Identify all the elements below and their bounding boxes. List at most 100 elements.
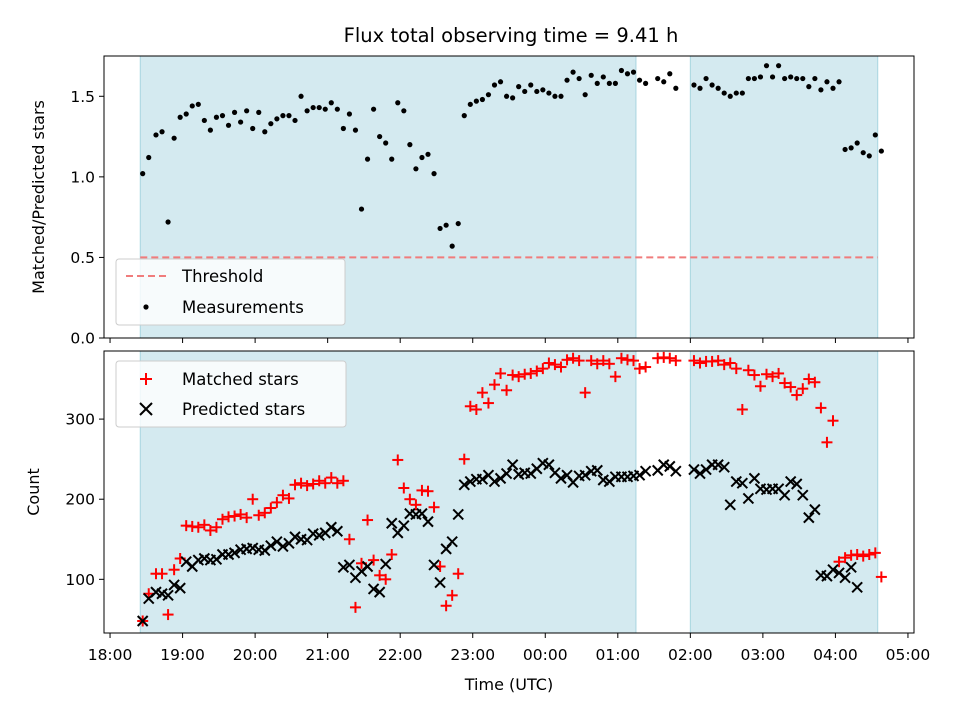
top-x-ticks	[109, 338, 909, 343]
matched-star-point	[742, 364, 754, 376]
measurement-point	[582, 92, 588, 98]
matched-star-point	[591, 358, 603, 370]
predicted-star-point	[265, 539, 277, 552]
predicted-star-point	[488, 475, 501, 488]
predicted-star-point	[742, 492, 755, 505]
figure-title: Flux total observing time = 9.41 h	[344, 24, 679, 47]
measurement-point	[244, 108, 250, 114]
measurement-point	[522, 88, 528, 95]
bottom-y-ticks: 100 200 300	[65, 411, 104, 589]
matched-star-point	[779, 377, 791, 389]
measurement-point	[491, 82, 498, 88]
measurement-point	[473, 98, 479, 104]
predicted-star-point	[712, 459, 724, 471]
measurement-point	[806, 84, 812, 90]
matched-star-point	[362, 514, 374, 526]
bottom-shaded-intervals	[139, 350, 879, 634]
matched-star-point	[277, 489, 289, 501]
x-tick-label: 19:00	[160, 646, 205, 664]
x-tick-label: 04:00	[813, 646, 858, 664]
matched-star-point	[688, 355, 700, 367]
matched-star-point	[773, 367, 785, 379]
measurement-point	[782, 75, 788, 82]
measurement-point	[183, 111, 189, 117]
measurement-point	[818, 87, 824, 93]
matched-star-point	[398, 482, 410, 494]
measurement-point	[195, 101, 201, 107]
predicted-star-point	[724, 499, 736, 511]
predicted-star-point	[476, 473, 489, 485]
predicted-star-point	[633, 469, 646, 481]
predicted-star-point	[718, 461, 730, 473]
predicted-star-point	[313, 529, 325, 541]
measurement-point	[364, 156, 371, 162]
measurement-point	[866, 153, 872, 159]
predicted-star-point	[464, 475, 477, 488]
predicted-star-point	[579, 469, 591, 481]
matched-star-point	[501, 384, 513, 396]
predicted-star-point	[500, 467, 513, 480]
matched-star-point	[241, 512, 253, 524]
measurement-point	[733, 90, 739, 96]
measurement-point	[165, 219, 171, 225]
x-tick-label: 22:00	[378, 646, 423, 664]
legend-predicted-label: Predicted stars	[182, 400, 305, 419]
x-tick-label: 00:00	[523, 646, 568, 664]
x-tick-label: 23:00	[450, 646, 495, 664]
matched-star-point	[875, 571, 887, 583]
predicted-star-point	[797, 489, 809, 501]
matched-star-point	[507, 369, 519, 381]
measurement-point	[298, 93, 304, 99]
measurement-point	[739, 90, 745, 96]
matched-star-point	[815, 402, 827, 414]
measurement-point	[546, 90, 552, 96]
y-tick-label: 0.5	[70, 249, 95, 267]
y-tick-label: 1.5	[70, 88, 95, 106]
predicted-star-point	[331, 525, 344, 537]
matched-star-point	[767, 371, 779, 383]
matched-star-point	[210, 521, 222, 533]
measurement-point	[467, 101, 473, 107]
shaded-interval-2	[689, 350, 879, 634]
predicted-star-point	[289, 531, 301, 543]
measurement-point	[159, 129, 165, 135]
matched-star-point	[863, 548, 875, 560]
measurement-point	[751, 75, 758, 82]
measurement-point	[763, 63, 770, 69]
matched-star-point	[464, 400, 476, 412]
bottom-legend-box	[115, 360, 347, 428]
measurement-point	[636, 77, 643, 83]
measurement-point	[854, 140, 860, 146]
measurement-point	[497, 79, 504, 85]
x-tick-label: 20:00	[233, 646, 278, 664]
matched-star-point	[168, 564, 180, 576]
y-tick-label: 300	[65, 411, 95, 429]
matched-star-point	[694, 357, 706, 369]
matched-star-point	[198, 519, 210, 531]
matched-star-point	[331, 477, 343, 489]
measurement-point	[383, 140, 389, 146]
matched-star-point	[440, 600, 452, 612]
matched-star-point	[761, 368, 773, 380]
measurement-point	[552, 93, 558, 99]
measurement-point	[262, 129, 268, 135]
matched-star-point	[543, 357, 555, 369]
measurement-point	[516, 84, 522, 90]
predicted-star-point	[591, 464, 603, 477]
x-tick-label: 02:00	[668, 646, 713, 664]
matched-star-point	[495, 367, 507, 379]
top-legend: Threshold Measurements	[115, 258, 346, 326]
predicted-star-point	[555, 472, 567, 485]
bottom-x-ticks: 18:00 19:00 20:00 21:00 22:00 23:00 00:00 01:00…	[88, 633, 930, 664]
matched-star-point	[718, 359, 730, 371]
matched-star-point	[410, 499, 422, 511]
matched-star-point	[609, 371, 621, 383]
measurement-point	[655, 75, 661, 82]
matched-star-point	[313, 475, 325, 487]
measurement-point	[618, 67, 625, 74]
measurement-point	[449, 243, 455, 249]
matched-star-point	[229, 510, 241, 522]
matched-star-point	[476, 387, 488, 399]
predicted-star-point	[428, 559, 440, 571]
matched-star-point	[380, 573, 392, 585]
